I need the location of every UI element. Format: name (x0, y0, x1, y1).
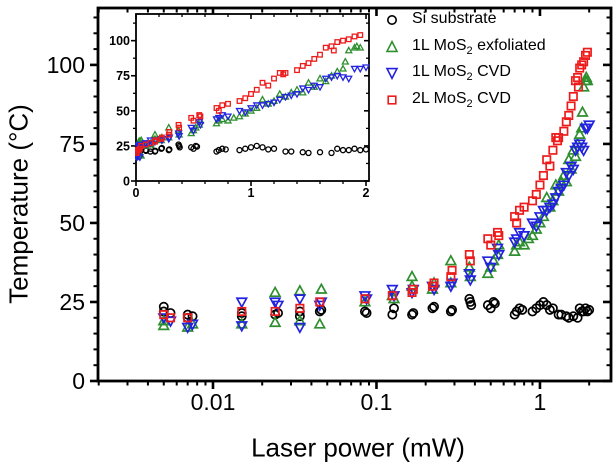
svg-text:2: 2 (363, 186, 370, 200)
legend-text: 1L MoS (412, 36, 467, 54)
x-axis-title: Laser power (mW) (251, 432, 465, 463)
triangle-up-marker-icon (385, 39, 399, 53)
legend-text: CVD (472, 63, 511, 81)
legend-item-1l-mos2-exfoliated: 1L MoS2 exfoliated (383, 34, 546, 61)
svg-text:0.1: 0.1 (360, 389, 392, 415)
svg-text:100: 100 (47, 52, 85, 78)
svg-text:0: 0 (123, 175, 130, 189)
legend-label: 2L MoS2 CVD (412, 90, 511, 110)
series-main-si-substrate (158, 293, 595, 323)
inset-plot: 0 1 2 0 25 50 75 100 (109, 13, 370, 200)
series-main-2l-mos2-cvd (159, 47, 592, 323)
circle-marker-icon (387, 15, 397, 26)
svg-text:75: 75 (59, 131, 85, 157)
svg-text:1: 1 (534, 389, 547, 415)
legend-item-1l-mos2-cvd: 1L MoS2 CVD (383, 60, 546, 87)
legend-text: exfoliated (472, 36, 546, 54)
legend-label: 1L MoS2 CVD (412, 63, 511, 83)
svg-text:0: 0 (133, 186, 140, 200)
legend-subscript: 2 (466, 98, 473, 111)
svg-text:100: 100 (109, 34, 130, 48)
legend-label: Si substrate (412, 10, 496, 30)
legend-item-2l-mos2-cvd: 2L MoS2 CVD (383, 87, 546, 114)
svg-text:1: 1 (248, 186, 255, 200)
legend: Si substrate 1L MoS2 exfoliated 1L MoS2 … (383, 7, 546, 113)
legend-text: 2L MoS (412, 89, 467, 107)
legend-text: 1L MoS (412, 63, 467, 81)
legend-label: 1L MoS2 exfoliated (412, 37, 546, 57)
y-axis-title: Temperature (°C) (3, 104, 34, 304)
svg-text:25: 25 (116, 139, 130, 153)
legend-text: Si substrate (412, 10, 497, 28)
svg-text:75: 75 (116, 69, 130, 83)
svg-text:0: 0 (72, 368, 85, 394)
svg-text:50: 50 (59, 210, 85, 236)
square-marker-icon (387, 95, 397, 105)
legend-text: CVD (472, 89, 511, 107)
legend-subscript: 2 (466, 44, 473, 57)
svg-text:50: 50 (116, 104, 130, 118)
svg-text:0.01: 0.01 (191, 389, 236, 415)
legend-subscript: 2 (466, 71, 473, 84)
legend-item-si-substrate: Si substrate (383, 7, 546, 34)
triangle-down-marker-icon (385, 68, 399, 81)
series-inset-2l-mos2-cvd (135, 32, 364, 156)
svg-text:25: 25 (59, 289, 85, 315)
